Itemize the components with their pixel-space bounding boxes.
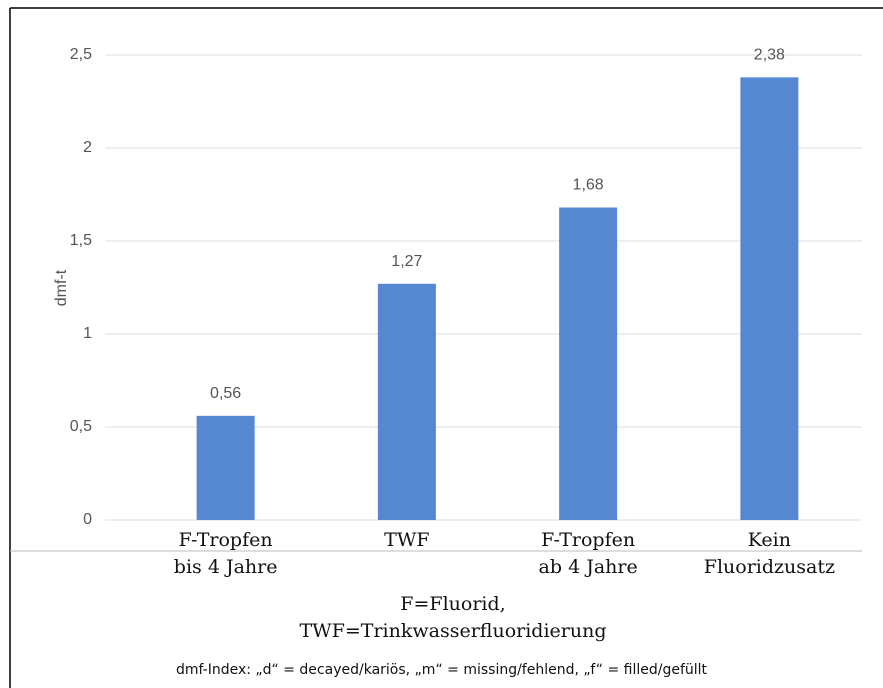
y-axis-label: dmf-t bbox=[53, 269, 70, 306]
data-label: 2,38 bbox=[754, 47, 785, 64]
footnote: dmf-Index: „d“ = decayed/kariös, „m“ = m… bbox=[175, 662, 708, 678]
bar bbox=[559, 207, 618, 520]
bar bbox=[196, 415, 255, 520]
y-tick-label: 2 bbox=[83, 139, 92, 156]
x-tick-label: TWF bbox=[384, 529, 430, 551]
y-tick-label: 0,5 bbox=[70, 418, 92, 435]
bar bbox=[377, 283, 436, 520]
y-tick-label: 1,5 bbox=[70, 232, 92, 249]
bar bbox=[740, 77, 799, 520]
x-tick-label: F-Tropfen ab 4 Jahre bbox=[538, 529, 638, 578]
data-label: 0,56 bbox=[210, 385, 241, 402]
y-tick-label: 2,5 bbox=[70, 46, 92, 63]
x-axis-label: F=Fluorid, TWF=Trinkwasserfluoridierung bbox=[299, 593, 607, 642]
data-label: 1,27 bbox=[391, 253, 422, 270]
y-tick-label: 1 bbox=[83, 325, 92, 342]
x-tick-label: Kein Fluoridzusatz bbox=[703, 529, 835, 578]
data-label: 1,68 bbox=[573, 177, 604, 194]
x-tick-label: F-Tropfen bis 4 Jahre bbox=[173, 529, 278, 578]
y-tick-label: 0 bbox=[83, 511, 92, 528]
